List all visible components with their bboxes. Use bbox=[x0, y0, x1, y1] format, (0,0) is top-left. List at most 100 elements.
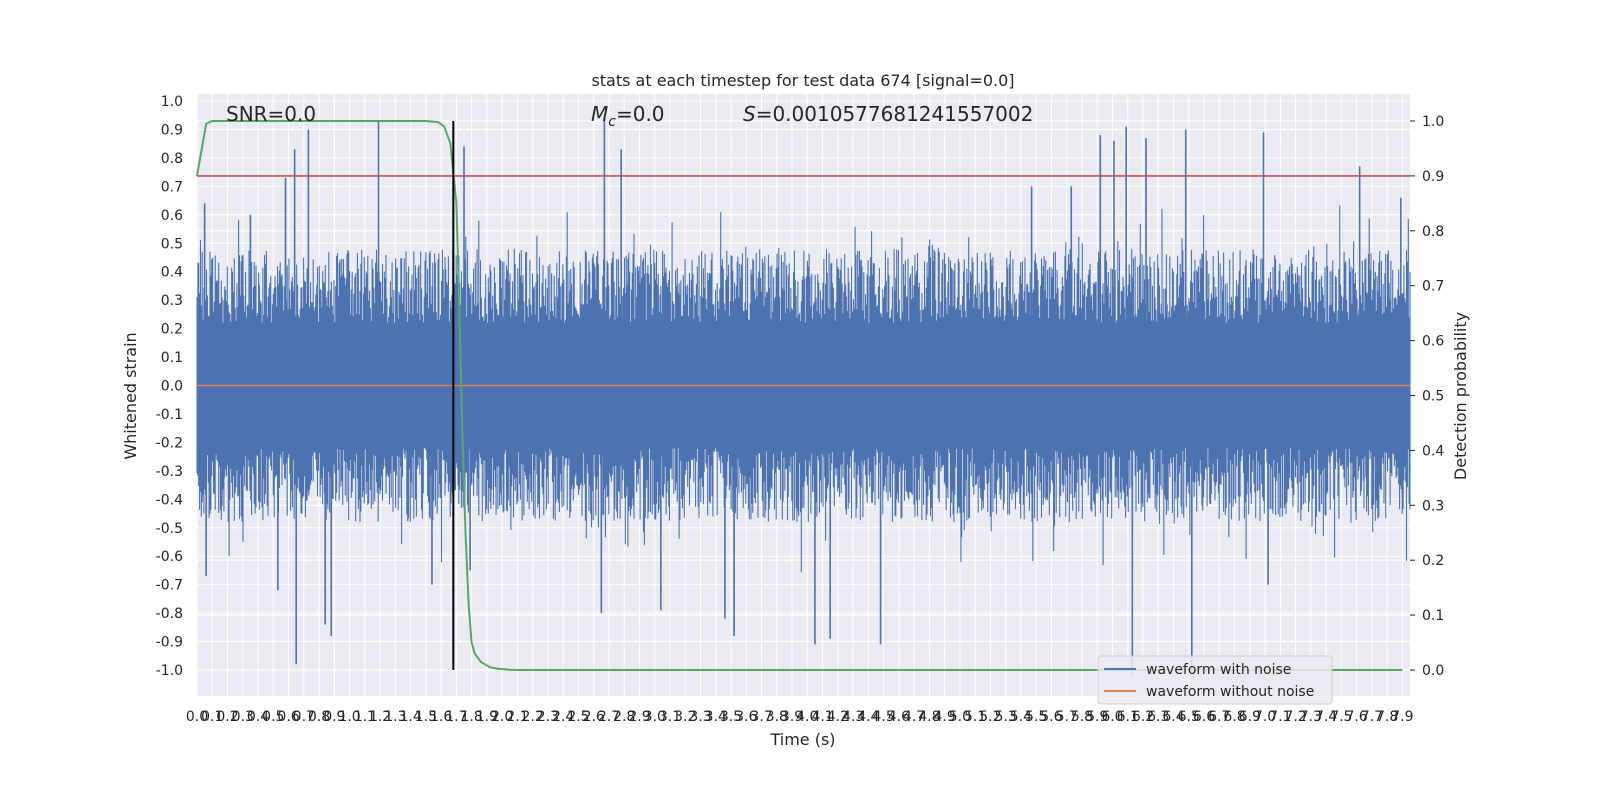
x-tick-label: 7.8 bbox=[1376, 709, 1398, 725]
y-tick-label-right: 0.6 bbox=[1422, 334, 1444, 350]
y-tick-label-left: 0.9 bbox=[161, 122, 183, 138]
x-tick-label: 7.4 bbox=[1315, 709, 1337, 725]
y-tick-label-left: -0.5 bbox=[156, 521, 183, 537]
y-tick-label-left: -0.4 bbox=[156, 492, 183, 508]
x-tick-label: 1.3 bbox=[384, 709, 406, 725]
y-tick-label-right: 0.5 bbox=[1422, 389, 1444, 405]
x-tick-label: 7.5 bbox=[1330, 709, 1352, 725]
x-tick-label: 0.4 bbox=[247, 709, 269, 725]
x-tick-label: 3.6 bbox=[735, 709, 757, 725]
x-tick-label: 1.7 bbox=[445, 709, 467, 725]
x-tick-label: 6.6 bbox=[1193, 709, 1215, 725]
x-tick-label: 1.9 bbox=[476, 709, 498, 725]
x-tick-label: 2.7 bbox=[598, 709, 620, 725]
x-tick-label: 4.7 bbox=[903, 709, 925, 725]
y-tick-labels-left: 1.0 0.9 0.8 0.7 0.6 0.5 0.4 0.3 0.2 0.1 0.0 -0.1 -0.… bbox=[156, 94, 183, 679]
y-axis-label-right: Detection probability bbox=[1451, 312, 1470, 480]
x-tick-label: 0.3 bbox=[232, 709, 254, 725]
x-tick-label: 0.2 bbox=[216, 709, 238, 725]
x-tick-label: 5.4 bbox=[1010, 709, 1032, 725]
y-tick-label-left: 0.5 bbox=[161, 236, 183, 252]
x-tick-label: 5.1 bbox=[964, 709, 986, 725]
x-tick-label: 4.2 bbox=[827, 709, 849, 725]
x-tick-labels: 0.00.10.20.30.40.50.60.70.80.91.01.11.21… bbox=[186, 709, 1414, 725]
x-tick-label: 5.2 bbox=[979, 709, 1001, 725]
x-tick-label: 0.9 bbox=[323, 709, 345, 725]
x-tick-label: 0.0 bbox=[186, 709, 208, 725]
x-tick-label: 2.4 bbox=[552, 709, 574, 725]
x-tick-label: 4.5 bbox=[872, 709, 894, 725]
x-tick-label: 4.6 bbox=[888, 709, 910, 725]
x-tick-label: 3.7 bbox=[750, 709, 772, 725]
x-tick-label: 0.1 bbox=[201, 709, 223, 725]
x-tick-label: 2.1 bbox=[506, 709, 528, 725]
y-tick-label-right: 0.9 bbox=[1422, 169, 1444, 185]
x-tick-label: 1.0 bbox=[338, 709, 360, 725]
x-tick-label: 7.1 bbox=[1269, 709, 1291, 725]
x-tick-label: 6.2 bbox=[1132, 709, 1154, 725]
x-tick-label: 1.8 bbox=[461, 709, 483, 725]
y-tick-label-left: -0.6 bbox=[156, 549, 183, 565]
x-tick-label: 0.7 bbox=[293, 709, 315, 725]
x-tick-label: 2.5 bbox=[567, 709, 589, 725]
x-tick-label: 0.5 bbox=[262, 709, 284, 725]
x-tick-label: 3.9 bbox=[781, 709, 803, 725]
x-tick-label: 1.2 bbox=[369, 709, 391, 725]
y-tick-label-right: 0.4 bbox=[1422, 443, 1444, 459]
score-value: =0.0010577681241557002 bbox=[756, 102, 1034, 126]
legend-label-noise: waveform with noise bbox=[1146, 662, 1291, 678]
y-tick-label-left: 0.4 bbox=[161, 265, 183, 281]
legend-box bbox=[1097, 655, 1333, 705]
y-tick-label-left: -0.2 bbox=[156, 435, 183, 451]
y-tick-label-right: 0.0 bbox=[1422, 663, 1444, 679]
x-tick-label: 3.5 bbox=[720, 709, 742, 725]
x-tick-label: 3.2 bbox=[674, 709, 696, 725]
x-tick-label: 0.8 bbox=[308, 709, 330, 725]
x-tick-label: 6.0 bbox=[1101, 709, 1123, 725]
y-tick-label-left: -0.8 bbox=[156, 606, 183, 622]
series-detection-probability bbox=[196, 120, 1403, 671]
x-tick-label: 5.6 bbox=[1040, 709, 1062, 725]
y-tick-label-right: 0.3 bbox=[1422, 498, 1444, 514]
score-symbol: S bbox=[743, 102, 756, 126]
x-tick-label: 1.6 bbox=[430, 709, 452, 725]
y-tick-label-right: 0.8 bbox=[1422, 224, 1444, 240]
x-tick-label: 2.3 bbox=[537, 709, 559, 725]
series-waveform-with-noise bbox=[196, 120, 1411, 676]
x-tick-label: 3.0 bbox=[644, 709, 666, 725]
x-tick-label: 5.3 bbox=[995, 709, 1017, 725]
x-tick-label: 1.4 bbox=[399, 709, 421, 725]
x-tick-label: 3.1 bbox=[659, 709, 681, 725]
x-tick-label: 6.7 bbox=[1208, 709, 1230, 725]
y-tick-label-left: 0.3 bbox=[161, 293, 183, 309]
x-tick-label: 6.1 bbox=[1117, 709, 1139, 725]
y-tick-label-right: 1.0 bbox=[1422, 114, 1444, 130]
chirp-mass-value: =0.0 bbox=[616, 102, 665, 126]
y-tick-label-left: 0.6 bbox=[161, 208, 183, 224]
y-tick-label-left: 0.1 bbox=[161, 350, 183, 366]
y-tick-label-right: 0.7 bbox=[1422, 279, 1444, 295]
x-tick-label: 3.8 bbox=[766, 709, 788, 725]
y-tick-label-left: -1.0 bbox=[156, 663, 183, 679]
score-annotation: S=0.0010577681241557002 bbox=[743, 102, 1033, 126]
legend: waveform with noise waveform without noi… bbox=[1097, 655, 1333, 705]
x-tick-label: 5.7 bbox=[1056, 709, 1078, 725]
x-tick-label: 5.0 bbox=[949, 709, 971, 725]
x-tick-label: 2.2 bbox=[522, 709, 544, 725]
x-tick-label: 3.4 bbox=[705, 709, 727, 725]
y-tick-label-left: -0.9 bbox=[156, 635, 183, 651]
x-tick-label: 5.5 bbox=[1025, 709, 1047, 725]
y-tick-labels-right: 1.0 0.9 0.8 0.7 0.6 0.5 0.4 0.3 0.2 0.1 0.0 bbox=[1410, 114, 1444, 679]
y-tick-label-left: 0.7 bbox=[161, 179, 183, 195]
x-tick-label: 4.0 bbox=[796, 709, 818, 725]
x-tick-label: 6.3 bbox=[1147, 709, 1169, 725]
chart-title: stats at each timestep for test data 674… bbox=[591, 71, 1014, 90]
x-tick-label: 5.9 bbox=[1086, 709, 1108, 725]
y-tick-label-left: 0.2 bbox=[161, 322, 183, 338]
y-axis-label-left: Whitened strain bbox=[121, 332, 140, 459]
x-tick-label: 6.9 bbox=[1239, 709, 1261, 725]
chirp-mass-subscript: c bbox=[608, 114, 616, 130]
x-tick-label: 7.3 bbox=[1300, 709, 1322, 725]
